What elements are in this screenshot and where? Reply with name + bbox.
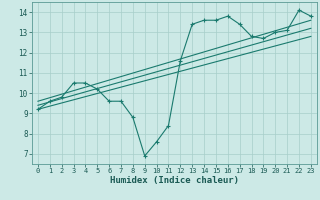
X-axis label: Humidex (Indice chaleur): Humidex (Indice chaleur) <box>110 176 239 185</box>
